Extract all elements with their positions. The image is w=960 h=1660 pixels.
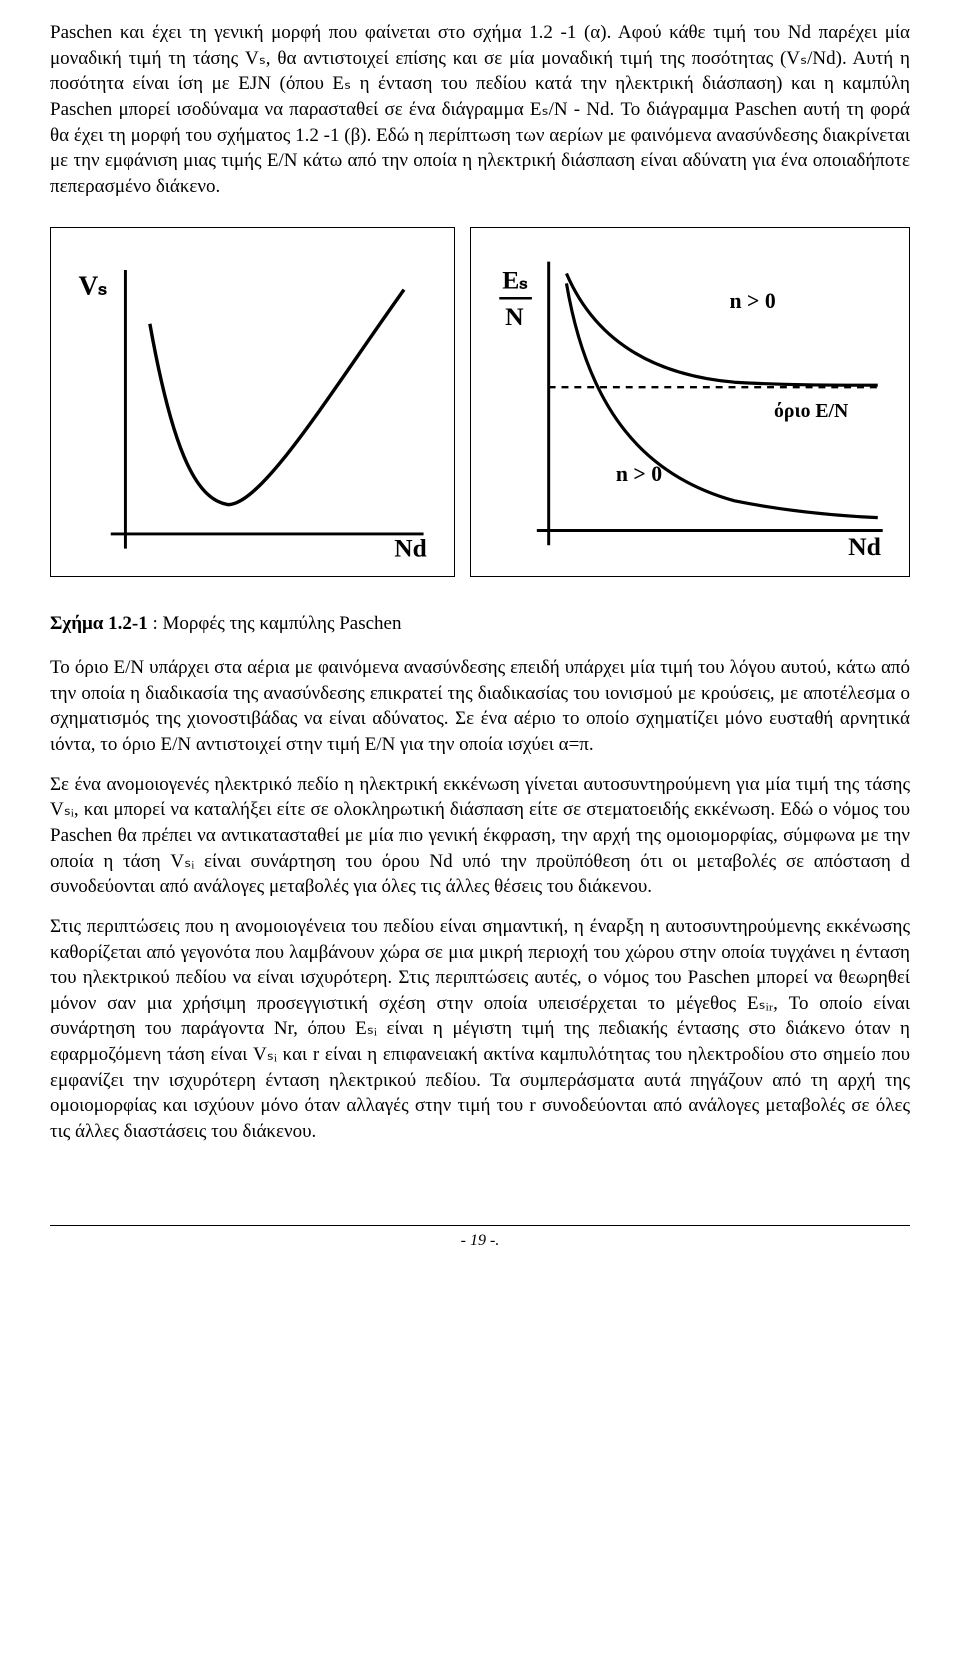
page-number: - 19 -.	[50, 1230, 910, 1252]
figure-row: Vₛ Nd Eₛ N n > 0 όριο E/N n > 0 Nd	[50, 227, 910, 577]
caption-bold: Σχήμα 1.2-1	[50, 613, 148, 634]
x-label: Nd	[848, 533, 881, 562]
n-gt-zero-upper: n > 0	[730, 290, 776, 314]
x-label: Nd	[394, 535, 426, 563]
figure-a: Vₛ Nd	[50, 227, 455, 577]
curve-upper	[566, 274, 877, 386]
y-label-bot: N	[505, 302, 524, 331]
caption-rest: : Μορφές της καμπύλης Paschen	[148, 613, 402, 634]
paschen-curve	[150, 290, 404, 505]
paschen-curve-a: Vₛ Nd	[57, 234, 448, 570]
paschen-curve-b: Eₛ N n > 0 όριο E/N n > 0 Nd	[477, 234, 903, 570]
footer-rule	[50, 1225, 910, 1226]
n-gt-zero-lower: n > 0	[616, 463, 662, 487]
y-label: Vₛ	[79, 271, 108, 301]
figure-caption: Σχήμα 1.2-1 : Μορφές της καμπύλης Pasche…	[50, 611, 910, 637]
paragraph-3: Σε ένα ανομοιογενές ηλεκτρικό πεδίο η ηλ…	[50, 772, 910, 900]
figure-b: Eₛ N n > 0 όριο E/N n > 0 Nd	[470, 227, 910, 577]
y-label-top: Eₛ	[502, 266, 528, 295]
paragraph-2: Το όριο E/N υπάρχει στα αέρια με φαινόμε…	[50, 655, 910, 758]
paragraph-intro: Paschen και έχει τη γενική μορφή που φαί…	[50, 20, 910, 199]
limit-label: όριο E/N	[774, 400, 848, 422]
paragraph-4: Στις περιπτώσεις που η ανομοιογένεια του…	[50, 914, 910, 1145]
